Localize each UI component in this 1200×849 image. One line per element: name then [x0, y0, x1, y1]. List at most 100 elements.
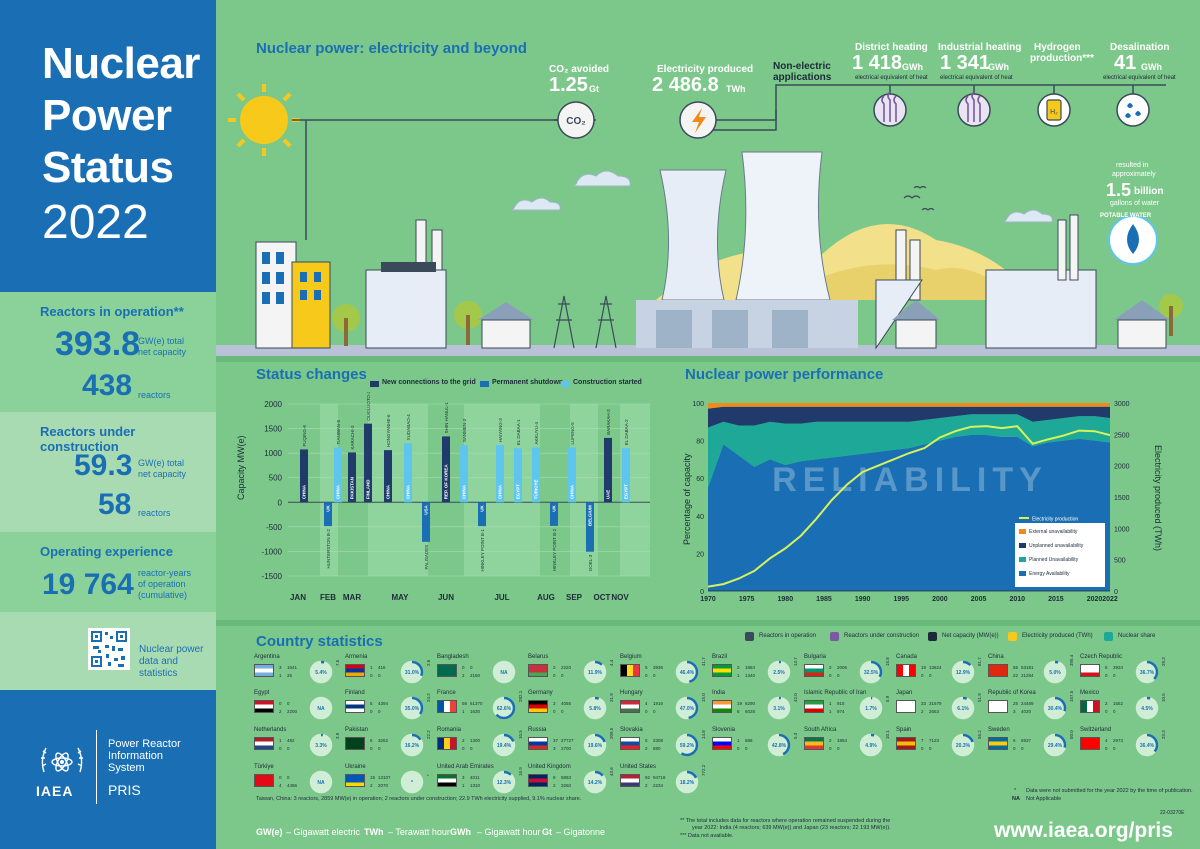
country-cell: Slovenia 1 0 688 0 42.8% 5.3	[712, 727, 800, 761]
construction-capacity: 59.3	[74, 449, 133, 482]
month-label: JUL	[494, 593, 509, 602]
share-arc	[583, 733, 607, 757]
country-name: Ukraine	[345, 764, 366, 770]
reactors-operation: 2	[462, 738, 465, 743]
construction-capacity-unit-2: net capacity	[138, 469, 187, 479]
hero-illustration: CO₂ H₂	[216, 84, 1200, 358]
flag-icon	[896, 700, 916, 713]
share-arc	[675, 660, 699, 684]
country-name: Romania	[437, 727, 462, 733]
reactors-operation: 9	[553, 775, 556, 780]
experience-value: 19 764	[42, 568, 134, 601]
country-name: Canada	[896, 654, 918, 660]
nuclear-share-ring: 20.3%	[951, 733, 975, 757]
share-arc	[1043, 733, 1067, 757]
nuclear-share-value: 1.7%	[865, 706, 877, 712]
legend-swatch	[1019, 571, 1026, 576]
share-arc	[1135, 696, 1159, 720]
flag-icon	[712, 664, 732, 677]
legend-label: External unavailability	[1029, 529, 1078, 535]
nuclear-share-value: 5.4%	[315, 670, 327, 676]
hero-title: Nuclear power: electricity and beyond	[256, 40, 527, 57]
net-capacity: 94718	[653, 775, 666, 780]
country-cell: Bangladesh 0 2 0 2160 NA	[437, 654, 525, 688]
reactors-operation: 19	[737, 701, 743, 706]
electricity-produced: 209.5	[609, 727, 614, 739]
qr-code-icon[interactable]	[88, 628, 130, 670]
reactors-construction: 0	[553, 673, 556, 678]
share-arc	[767, 660, 791, 684]
nuclear-share-ring: 3.1%	[767, 696, 791, 720]
nuclear-share-value: 30.4%	[1048, 706, 1063, 712]
net-capacity: 2006	[837, 665, 848, 670]
status-bar	[422, 502, 430, 542]
nuclear-share-ring: 2.5%	[767, 660, 791, 684]
nuclear-share-value: 59.2%	[680, 743, 695, 749]
footer-url[interactable]: www.iaea.org/pris	[994, 819, 1173, 842]
nuclear-share-value: 19.6%	[588, 743, 603, 749]
footer-note-3: *** Data not available.	[680, 833, 734, 839]
net-capacity: 3936	[653, 665, 664, 670]
electricity-produced: 43.6	[609, 767, 614, 776]
net-capacity-construction: 0	[1113, 673, 1116, 678]
country-cell: Finland 5 0 4394 0 35.0% 24.2	[345, 690, 433, 724]
nuclear-share-value: 3.3%	[315, 743, 327, 749]
status-bar	[514, 448, 522, 503]
country-cell: Netherlands 1 0 482 0 3.3% 3.9	[254, 727, 342, 761]
note-star: *	[1014, 788, 1017, 794]
legend-icon	[1008, 632, 1017, 641]
reactors-construction: 0	[921, 673, 924, 678]
hydrogen-label-2: production***	[1030, 53, 1094, 64]
qr-caption-1: Nuclear power	[139, 644, 204, 655]
flag-icon	[528, 737, 548, 750]
country-cell: South Africa 2 0 1854 0 4.9% 10.1	[804, 727, 892, 761]
y-tick-label: -1500	[262, 572, 283, 581]
electricity-produced: 81.7	[977, 657, 982, 666]
electricity-produced: 395.4	[1069, 654, 1074, 666]
country-cell: Türkiye 0 4 0 4456 NA	[254, 764, 342, 798]
y-tick-label: 40	[696, 514, 704, 521]
electricity-produced: 22.2	[426, 730, 431, 739]
reactors-operation: 0	[462, 665, 465, 670]
hydrogen-icon: H₂	[1037, 93, 1071, 127]
net-capacity: 1552	[1113, 701, 1124, 706]
net-capacity: 3934	[1113, 665, 1124, 670]
country-name: Hungary	[620, 690, 643, 696]
svg-text:CO₂: CO₂	[566, 116, 585, 127]
electricity-produced: 13.7	[793, 657, 798, 666]
electricity-produced: 50.0	[1069, 730, 1074, 739]
y-tick-label: -1000	[262, 547, 283, 556]
reactor-name: TIANWAN-8	[336, 419, 341, 444]
month-label: JUN	[438, 593, 454, 602]
status-bar	[442, 436, 450, 503]
flag-icon	[804, 700, 824, 713]
legend-label: Reactors under construction	[844, 633, 920, 639]
x-tick-label: 1995	[893, 596, 909, 603]
y-tick-label: 100	[692, 401, 704, 408]
country-cell: United States 92 2 94718 2234 18.2% 772.2	[620, 764, 708, 798]
country-name: United Kingdom	[528, 764, 571, 770]
share-arc	[492, 770, 516, 794]
reactor-name: HINKLEY POINT B-2	[552, 528, 557, 571]
country-name: Sweden	[988, 727, 1010, 733]
net-capacity-construction: 0	[561, 709, 564, 714]
nuclear-share-ring: 35.0%	[400, 696, 424, 720]
reactors-operation: 4	[645, 701, 648, 706]
country-cell: Czech Republic 6 0 3934 0 36.7% 29.3	[1080, 654, 1168, 688]
x-tick-label: 1980	[778, 596, 794, 603]
flag-icon	[620, 737, 640, 750]
flag-icon	[804, 664, 824, 677]
country-cell: Russia 37 3 27727 2700 19.6% 209.5	[528, 727, 616, 761]
footer-twh: TWh	[364, 827, 384, 837]
status-bar	[364, 423, 372, 503]
net-capacity: 53181	[1021, 665, 1034, 670]
sun-icon	[228, 84, 300, 156]
net-capacity-construction: 2160	[470, 673, 481, 678]
nuclear-share-value: 19.4%	[497, 743, 512, 749]
district-heating-icon	[873, 91, 907, 127]
reactors-operation: 2	[553, 665, 556, 670]
water-unit: billion	[1134, 186, 1164, 197]
area-series	[708, 403, 1110, 409]
net-capacity: 7123	[929, 738, 940, 743]
nuclear-share-ring: 16.2%	[400, 733, 424, 757]
